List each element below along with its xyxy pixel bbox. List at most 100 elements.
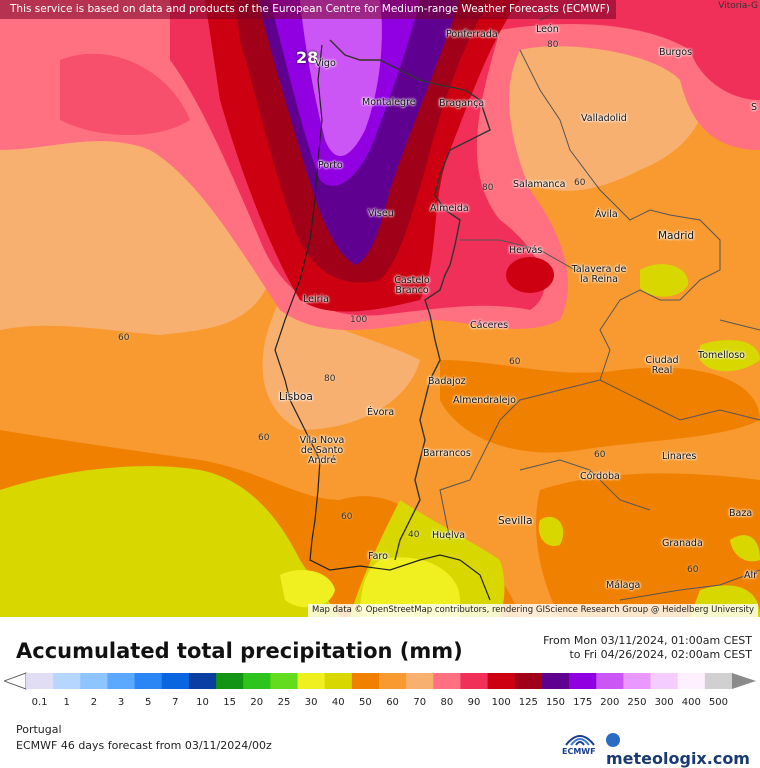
band-200 <box>300 0 382 157</box>
colorbar-tick-label: 7 <box>172 697 179 708</box>
contour-label: 60 <box>509 357 521 367</box>
corner-city-label: Vitoria-G <box>718 1 758 11</box>
map-title: Accumulated total precipitation (mm) <box>16 639 463 663</box>
city-badajoz: Badajoz <box>428 376 466 387</box>
period-from: From Mon 03/11/2024, 01:00am CEST <box>543 634 752 647</box>
city-sevilla: Sevilla <box>498 515 533 527</box>
border-line <box>329 39 491 561</box>
city-almeida: Almeida <box>430 203 469 214</box>
colorbar-tick-label: 400 <box>681 697 701 708</box>
colorbar-tick-label: 30 <box>304 697 318 708</box>
contour-label: 60 <box>118 333 130 343</box>
city-castelo-branco: Castelo Branco <box>394 275 430 296</box>
colorbar-tick-label: 300 <box>654 697 674 708</box>
city-alr: Alr <box>744 570 758 581</box>
colorbar-tick-label: 70 <box>413 697 427 708</box>
colorbar-tick-label: 25 <box>277 697 291 708</box>
meteologix-logo[interactable]: meteologix.com <box>606 730 760 768</box>
meteologix-icon <box>606 733 620 747</box>
city-viseu: Viseu <box>368 208 394 219</box>
city-talavera: Talavera de la Reina <box>571 264 627 285</box>
colorbar-tick-label: 10 <box>196 697 209 708</box>
colorbar-swatch <box>351 673 380 689</box>
colorbar-swatch <box>80 673 108 689</box>
colorbar-tick-label: 5 <box>145 697 152 708</box>
colorbar-swatch <box>514 673 543 689</box>
coastline <box>274 44 491 601</box>
max-value-label: 28 <box>296 48 319 67</box>
colorbar-swatch <box>541 673 570 689</box>
city-evora: Évora <box>367 407 395 418</box>
colorbar-tick-label: 60 <box>386 697 399 708</box>
map-attribution[interactable]: Map data © OpenStreetMap contributors, r… <box>308 604 758 617</box>
band-40-madrid <box>640 264 689 297</box>
city-huelva: Huelva <box>432 530 466 541</box>
colorbar-swatch <box>134 673 163 689</box>
colorbar-tick-label: 50 <box>359 697 372 708</box>
precipitation-map[interactable]: This service is based on data and produc… <box>0 0 760 617</box>
colorbar <box>4 672 756 690</box>
city-vila-nova-de-santo-andre: Vila Nova de Santo André <box>299 435 345 466</box>
city-madrid: Madrid <box>658 230 695 242</box>
region-line-5 <box>719 319 760 331</box>
map-canvas <box>0 0 760 617</box>
city-faro: Faro <box>368 551 388 562</box>
colorbar-swatch <box>161 673 190 689</box>
colorbar-swatch <box>704 673 733 689</box>
period-to: to Fri 04/26/2024, 02:00am CEST <box>569 648 752 661</box>
ecmwf-logo-text: ECMWF <box>562 747 596 756</box>
colorbar-tick-label: 100 <box>491 697 511 708</box>
band-100-hervas <box>506 257 554 293</box>
city-leon: León <box>536 24 559 35</box>
band-50-mid <box>440 360 760 453</box>
city-avila: Ávila <box>595 209 618 220</box>
colorbar-tick-label: 0.1 <box>31 697 48 708</box>
city-leiria: Leiria <box>303 294 329 305</box>
city-porto: Porto <box>318 160 343 171</box>
colorbar-swatch <box>623 673 652 689</box>
band-40-baza <box>730 535 760 562</box>
colorbar-ticks: 0.1 1 2 3 5 7 10 15 20 25 30 40 50 60 70 80 90 100 125 150 1… <box>0 697 760 711</box>
colorbar-swatch <box>406 673 434 689</box>
colorbar-tick-label: 80 <box>440 697 454 708</box>
meteologix-brand: meteologix.com <box>606 749 750 768</box>
contour-label: 60 <box>574 178 586 188</box>
colorbar-swatch <box>650 673 679 689</box>
city-almendralejo: Almendralejo <box>453 395 516 406</box>
band-40-sw <box>0 466 340 617</box>
band-70-lisboa <box>262 300 420 430</box>
colorbar-swatch <box>379 673 407 689</box>
contour-label: 60 <box>594 450 606 460</box>
colorbar-tick-label: 150 <box>545 697 566 708</box>
colorbar-swatch <box>596 673 624 689</box>
city-salamanca: Salamanca <box>513 179 566 190</box>
contour-label: 60 <box>687 565 699 575</box>
city-lisboa: Lisboa <box>279 391 313 403</box>
colorbar-tick-label: 500 <box>708 697 728 708</box>
city-s: S <box>751 102 758 113</box>
band-90-west <box>60 53 190 135</box>
legend-footer: Accumulated total precipitation (mm) Fro… <box>0 617 760 768</box>
colorbar-swatch <box>433 673 461 689</box>
colorbar-tick-label: 200 <box>600 697 620 708</box>
colorbar-tick-label: 3 <box>117 697 125 708</box>
colorbar-tick-label: 15 <box>223 697 237 708</box>
colorbar-swatch <box>26 673 54 689</box>
colorbar-swatch <box>324 673 353 689</box>
colorbar-tick-label: 125 <box>518 697 538 708</box>
band-40-sevilla <box>538 516 564 546</box>
ecmwf-logo: ECMWF <box>562 727 598 757</box>
contour-label: 100 <box>350 315 368 325</box>
city-granada: Granada <box>662 538 703 549</box>
region-line-6 <box>619 569 760 601</box>
contour-label: 80 <box>547 40 559 50</box>
city-valladolid: Valladolid <box>581 113 627 124</box>
colorbar-swatch <box>487 673 516 689</box>
city-hervas: Hervás <box>509 245 543 256</box>
model-label: ECMWF 46 days forecast from 03/11/2024/0… <box>16 739 272 752</box>
colorbar-swatch <box>297 673 326 689</box>
contour-label: 60 <box>341 512 353 522</box>
city-ponferrada: Ponferrada <box>446 29 498 40</box>
colorbar-tick-label: 250 <box>627 697 647 708</box>
region-line-3 <box>599 379 760 421</box>
